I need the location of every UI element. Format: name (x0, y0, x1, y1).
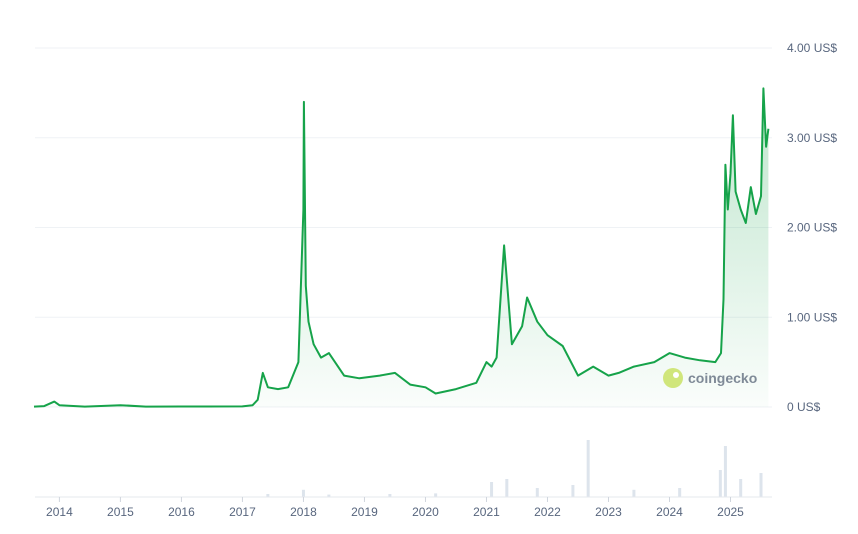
coingecko-logo-eye (673, 372, 679, 378)
volume-bar (739, 479, 743, 497)
x-tick-label: 2014 (46, 505, 73, 519)
volume-bar (678, 488, 682, 497)
coingecko-watermark: coingecko (663, 368, 757, 388)
volume-bar (490, 482, 494, 497)
y-tick-label: 4.00 US$ (787, 41, 837, 55)
y-tick-label: 1.00 US$ (787, 310, 837, 324)
x-tick-label: 2022 (534, 505, 561, 519)
volume-bar (718, 470, 722, 497)
volume-bar (266, 494, 270, 497)
x-tick-label: 2023 (595, 505, 622, 519)
price-area (34, 88, 769, 408)
volume-bars (266, 440, 763, 497)
volume-bar (586, 440, 590, 497)
coingecko-logo-icon (663, 368, 683, 388)
x-tick-label: 2020 (412, 505, 439, 519)
x-tick-label: 2024 (656, 505, 683, 519)
volume-bar (434, 493, 438, 497)
y-axis: 4.00 US$ 3.00 US$ 2.00 US$ 1.00 US$ 0 US$ (787, 41, 837, 414)
volume-bar (505, 479, 509, 497)
x-tick-label: 2017 (229, 505, 256, 519)
volume-bar (759, 473, 763, 497)
volume-bar (723, 446, 727, 497)
grid-lines (35, 47, 772, 408)
price-line (33, 87, 770, 408)
x-tick-label: 2021 (473, 505, 500, 519)
y-tick-label: 2.00 US$ (787, 221, 837, 235)
x-tick-label: 2018 (290, 505, 317, 519)
x-tick-label: 2015 (107, 505, 134, 519)
y-tick-label: 0 US$ (787, 400, 821, 414)
volume-bar (327, 494, 331, 497)
volume-bar (535, 488, 539, 497)
volume-bar (301, 489, 305, 497)
y-tick-label: 3.00 US$ (787, 131, 837, 145)
volume-bar (571, 485, 575, 497)
x-tick-label: 2016 (168, 505, 195, 519)
x-tick-label: 2025 (717, 505, 744, 519)
x-axis: 2014 2015 2016 2017 2018 2019 2020 2021 2022 2023… (46, 497, 744, 519)
x-tick-label: 2019 (351, 505, 378, 519)
watermark-text: coingecko (688, 370, 757, 386)
volume-bar (632, 489, 636, 497)
volume-bar (388, 494, 392, 497)
